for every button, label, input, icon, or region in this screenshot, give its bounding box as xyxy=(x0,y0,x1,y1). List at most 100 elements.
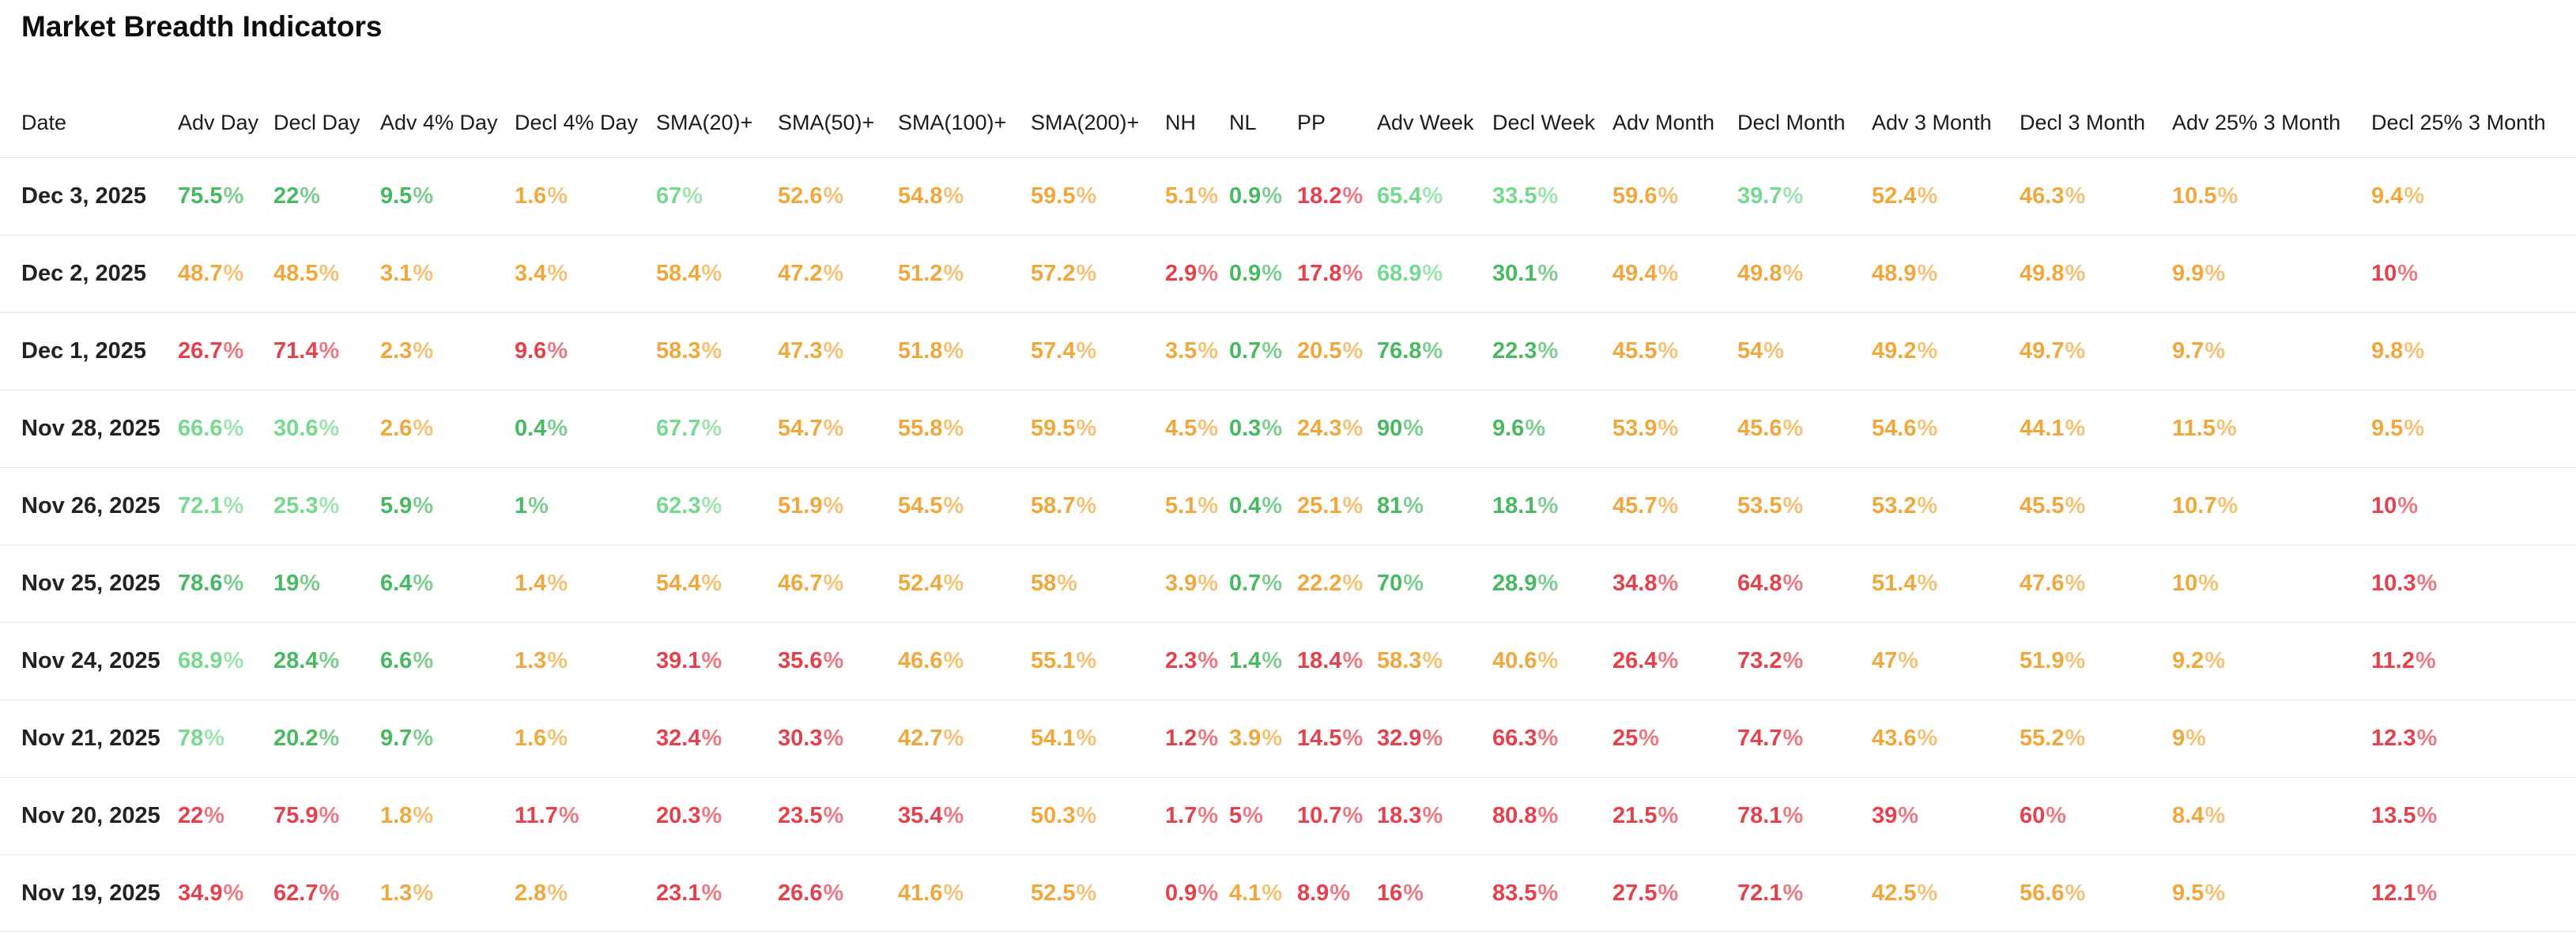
cell-decl-week: 9.6% xyxy=(1492,416,1612,442)
cell-value: 28.9 xyxy=(1492,571,1537,596)
market-breadth-table: Dec 3, 2025 75.5% 22% 9.5% 1.6% 67% 52.6% 54.8%… xyxy=(0,157,2576,932)
cell-sma-20: 67.7% xyxy=(656,416,778,442)
cell-decl-3-month: 44.1% xyxy=(2020,416,2172,442)
percent-sign: % xyxy=(300,571,321,596)
cell-nh: 0.9% xyxy=(1165,881,1229,907)
percent-sign: % xyxy=(413,183,434,209)
column-header-adv-3-month: Adv 3 Month xyxy=(1872,111,1992,134)
percent-sign: % xyxy=(1422,726,1443,751)
percent-sign: % xyxy=(701,571,722,596)
cell-sma-100: 42.7% xyxy=(898,726,1031,752)
cell-value: 80.8 xyxy=(1492,803,1537,828)
percent-sign: % xyxy=(1403,416,1424,441)
cell-decl-25-3-month: 13.5% xyxy=(2371,803,2576,829)
cell-value: 24.3 xyxy=(1297,416,1342,441)
percent-sign: % xyxy=(2416,880,2438,906)
percent-sign: % xyxy=(223,261,244,286)
cell-decl-day: 28.4% xyxy=(273,648,380,674)
cell-sma-20: 32.4% xyxy=(656,726,778,752)
cell-value: 46.6 xyxy=(898,648,943,673)
percent-sign: % xyxy=(1525,416,1546,441)
cell-value: 75.5 xyxy=(178,183,223,209)
percent-sign: % xyxy=(823,338,844,364)
cell-decl-4-day: 9.6% xyxy=(515,338,656,364)
cell-value: 54.1 xyxy=(1031,726,1076,751)
cell-value: 42.7 xyxy=(898,726,943,751)
percent-sign: % xyxy=(2204,648,2226,673)
percent-sign: % xyxy=(2404,183,2425,209)
cell-value: 83.5 xyxy=(1492,880,1537,906)
cell-value: 5.1 xyxy=(1165,493,1197,519)
percent-sign: % xyxy=(1197,183,1219,209)
table-row: Nov 21, 2025 78% 20.2% 9.7% 1.6% 32.4% 30.3% 42… xyxy=(0,700,2576,777)
cell-value: 45.5 xyxy=(1612,338,1658,364)
percent-sign: % xyxy=(413,493,434,519)
cell-decl-day: 19% xyxy=(273,571,380,597)
cell-adv-week: 65.4% xyxy=(1377,183,1492,209)
cell-value: 13.5 xyxy=(2371,803,2416,828)
percent-sign: % xyxy=(2204,338,2226,364)
cell-value: 50.3 xyxy=(1031,803,1076,828)
percent-sign: % xyxy=(1262,571,1283,596)
percent-sign: % xyxy=(1403,880,1424,906)
percent-sign: % xyxy=(1422,648,1443,673)
cell-value: 3.9 xyxy=(1165,571,1197,596)
cell-sma-200: 57.2% xyxy=(1031,261,1165,287)
percent-sign: % xyxy=(1658,338,1679,364)
percent-sign: % xyxy=(319,880,340,906)
percent-sign: % xyxy=(319,493,340,519)
percent-sign: % xyxy=(943,571,964,596)
cell-value: 20.5 xyxy=(1297,338,1342,364)
cell-value: 26.6 xyxy=(778,880,823,906)
percent-sign: % xyxy=(1782,183,1804,209)
cell-value: 3.9 xyxy=(1229,726,1262,751)
column-header-pp: PP xyxy=(1297,111,1326,134)
percent-sign: % xyxy=(547,183,568,209)
cell-value: 51.4 xyxy=(1872,571,1917,596)
cell-nl: 0.4% xyxy=(1229,493,1297,519)
cell-pp: 14.5% xyxy=(1297,726,1377,752)
percent-sign: % xyxy=(1243,803,1263,828)
percent-sign: % xyxy=(1076,416,1097,441)
percent-sign: % xyxy=(2065,493,2086,519)
cell-adv-25-3-month: 9% xyxy=(2172,726,2371,752)
cell-value: 9.6 xyxy=(1492,416,1525,441)
cell-value: 45.7 xyxy=(1612,493,1658,519)
cell-value: 49.2 xyxy=(1872,338,1917,364)
cell-value: 42.5 xyxy=(1872,880,1917,906)
cell-sma-20: 39.1% xyxy=(656,648,778,674)
cell-pp: 17.8% xyxy=(1297,261,1377,287)
cell-value: 78.1 xyxy=(1737,803,1782,828)
cell-value: 34.9 xyxy=(178,880,223,906)
cell-decl-3-month: 45.5% xyxy=(2020,493,2172,519)
percent-sign: % xyxy=(223,493,244,519)
cell-sma-100: 54.8% xyxy=(898,183,1031,209)
table-row: Nov 25, 2025 78.6% 19% 6.4% 1.4% 54.4% 46.7% 52… xyxy=(0,545,2576,622)
table-header-row: Date Adv Day Decl Day Adv 4% Day Decl 4% Day… xyxy=(0,44,2576,157)
cell-adv-day: 22% xyxy=(178,803,273,829)
cell-sma-50: 47.2% xyxy=(778,261,898,287)
cell-value: 8.4 xyxy=(2172,803,2204,828)
percent-sign: % xyxy=(547,726,568,751)
percent-sign: % xyxy=(2404,338,2425,364)
cell-value: 1.3 xyxy=(515,648,547,673)
cell-adv-week: 58.3% xyxy=(1377,648,1492,674)
percent-sign: % xyxy=(547,338,568,364)
cell-sma-100: 35.4% xyxy=(898,803,1031,829)
percent-sign: % xyxy=(1422,338,1443,364)
cell-value: 26.7 xyxy=(178,338,223,364)
percent-sign: % xyxy=(2217,493,2238,519)
cell-adv-week: 16% xyxy=(1377,881,1492,907)
cell-value: 9.6 xyxy=(515,338,547,364)
cell-value: 2.6 xyxy=(380,416,413,441)
cell-sma-50: 35.6% xyxy=(778,648,898,674)
percent-sign: % xyxy=(2416,803,2438,828)
cell-value: 54.6 xyxy=(1872,416,1917,441)
cell-value: 10.3 xyxy=(2371,571,2416,596)
row-date: Nov 26, 2025 xyxy=(21,493,160,519)
percent-sign: % xyxy=(1076,338,1097,364)
percent-sign: % xyxy=(823,261,844,286)
percent-sign: % xyxy=(2204,261,2226,286)
percent-sign: % xyxy=(1898,803,1919,828)
cell-value: 58.3 xyxy=(1377,648,1422,673)
